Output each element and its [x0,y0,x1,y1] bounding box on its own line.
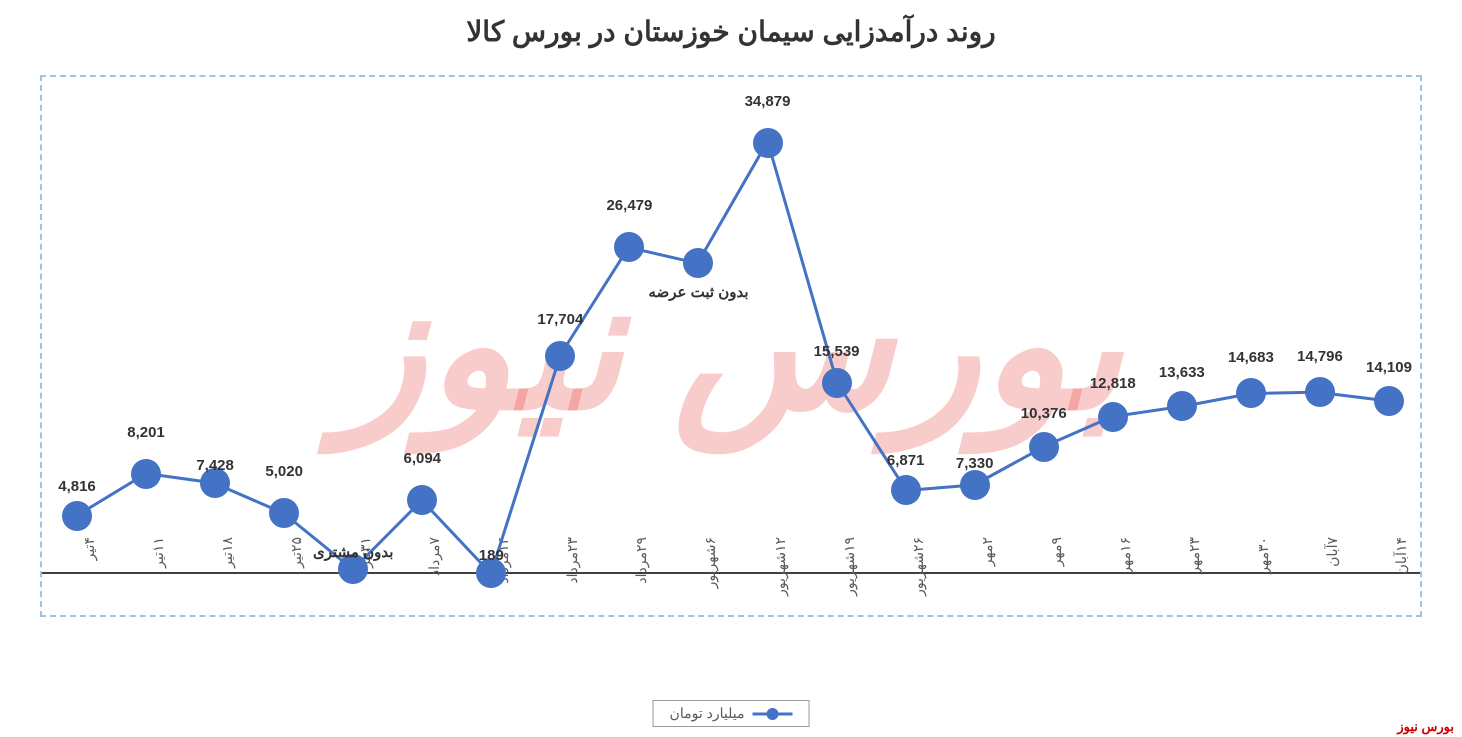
data-label: 14,109 [1366,359,1412,376]
line-segment [490,355,562,573]
x-axis-label: ۱۹شهریور [841,537,858,617]
line-segment [835,382,907,491]
data-label: 7,330 [956,455,994,472]
data-point [545,341,575,371]
x-axis-label: ۱۲شهریور [772,537,789,617]
data-label: 10,376 [1021,405,1067,422]
data-point [1374,386,1404,416]
data-point [1305,377,1335,407]
data-point [1029,432,1059,462]
x-axis-label: ۲۵تیر [288,537,305,617]
legend: میلیارد تومان [653,700,810,727]
x-axis-labels: ۴تیر۱۱تیر۱۸تیر۲۵تیر۳۱تیر۷مرداد۱۴مرداد۲۳م… [40,617,1422,697]
x-axis-label: ۷آبان [1324,537,1341,617]
x-axis-label: ۱۴آبان [1393,537,1410,617]
x-axis-label: ۳۰مهر [1255,537,1272,617]
x-axis-label: ۱۶مهر [1117,537,1134,617]
data-label: 26,479 [606,197,652,214]
data-label: 189 [479,547,504,564]
x-axis-label: ۱۱تیر [150,537,167,617]
data-point [753,128,783,158]
data-point [822,368,852,398]
data-point [891,475,921,505]
data-label: بدون مشتری [313,543,393,561]
chart-container: روند درآمدزایی سیمان خوزستان در بورس کال… [0,0,1462,737]
x-axis-label: ۶شهریور [702,537,719,617]
data-point [960,470,990,500]
watermark: بورس نیوز [339,242,1123,451]
chart-title: روند درآمدزایی سیمان خوزستان در بورس کال… [0,15,1462,48]
baseline [42,572,1420,574]
data-point [1098,402,1128,432]
data-label: 13,633 [1159,364,1205,381]
data-label: 5,020 [265,463,303,480]
line-segment [559,246,631,356]
data-label: بدون ثبت عرضه [648,283,748,301]
x-axis-label: ۲۳مرداد [564,537,581,617]
x-axis-label: ۲۳مهر [1186,537,1203,617]
data-label: 8,201 [127,424,165,441]
x-axis-label: ۲۶شهریور [910,537,927,617]
data-point [131,459,161,489]
source-label: بورس نیوز [1397,719,1454,735]
data-point [614,232,644,262]
plot-area: بورس نیوز 4,816 8,201 7,428 5,020 بدون مشتری… [40,75,1422,617]
data-label: 12,818 [1090,375,1136,392]
x-axis-label: ۹مهر [1048,537,1065,617]
data-label: 7,428 [196,457,234,474]
x-axis-label: ۴تیر [81,537,98,617]
data-label: 6,094 [403,450,441,467]
data-point [407,485,437,515]
legend-label: میلیارد تومان [670,705,745,722]
x-axis-label: ۷مرداد [426,537,443,617]
data-label: 4,816 [58,478,96,495]
data-label: 14,796 [1297,348,1343,365]
data-point [1167,391,1197,421]
data-point [269,498,299,528]
data-label: 14,683 [1228,349,1274,366]
line-segment [697,142,769,264]
x-axis-label: ۲۹مرداد [633,537,650,617]
data-point [62,501,92,531]
data-point [683,248,713,278]
data-point [1236,378,1266,408]
data-label: 17,704 [537,311,583,328]
data-label: 6,871 [887,452,925,469]
data-label: 34,879 [745,93,791,110]
x-axis-label: ۲مهر [979,537,996,617]
x-axis-label: ۱۸تیر [219,537,236,617]
data-label: 15,539 [814,343,860,360]
legend-marker-icon [752,706,792,722]
